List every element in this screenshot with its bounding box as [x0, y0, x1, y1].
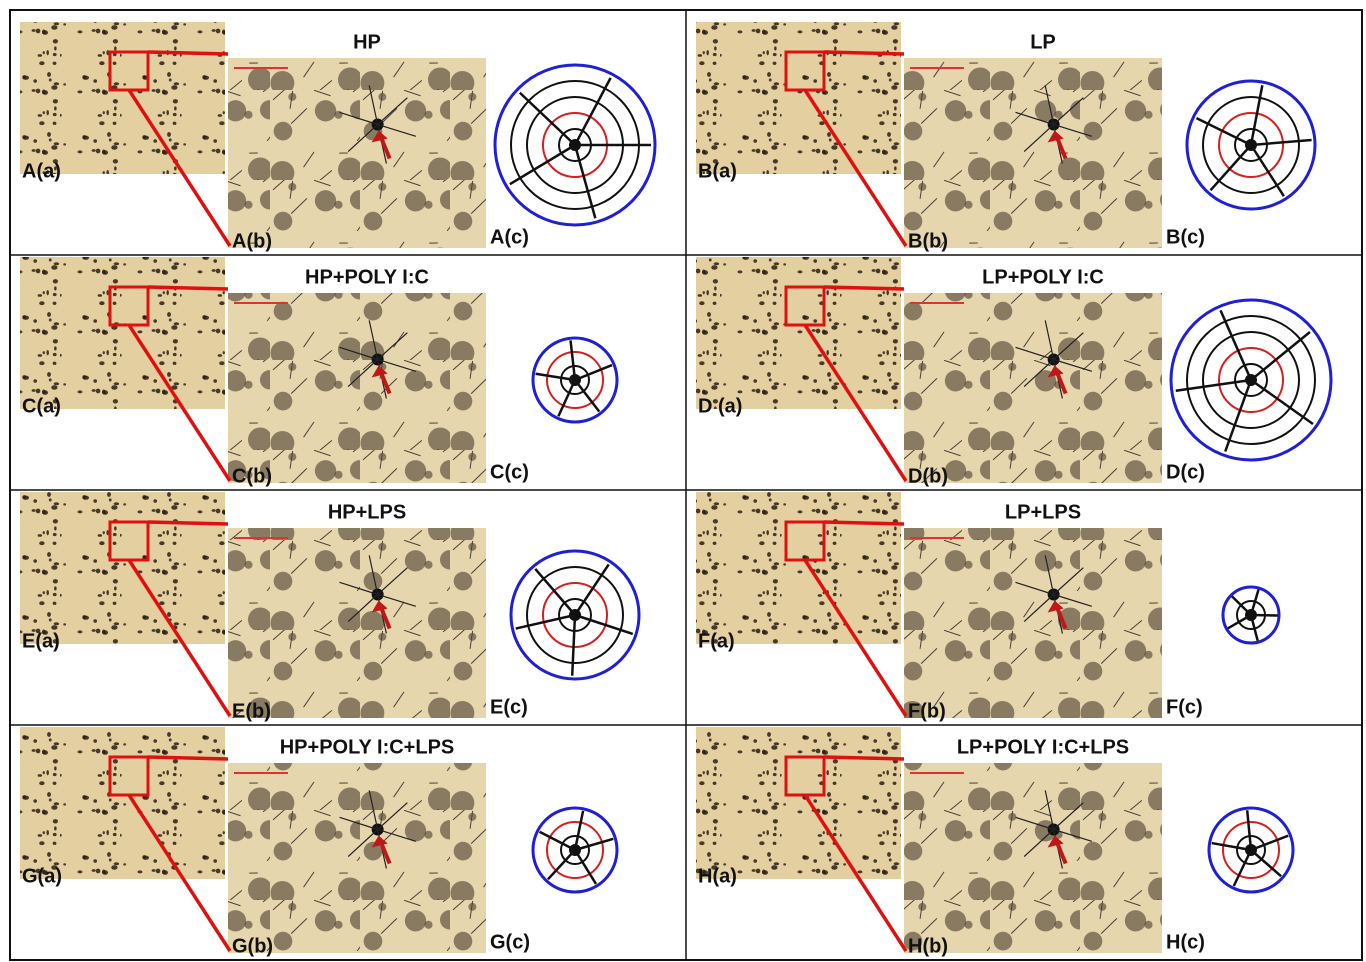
high-mag-image [228, 293, 486, 483]
panel-title: LP+POLY I:C+LPS [957, 736, 1129, 758]
zoom-line [148, 287, 228, 289]
label-b: B(b) [908, 230, 948, 252]
label-a: F(a) [698, 630, 735, 652]
label-c: B(c) [1166, 226, 1205, 248]
high-mag-image [228, 528, 486, 718]
high-mag-image [904, 763, 1162, 953]
high-mag-image [904, 293, 1162, 483]
zoom-line [824, 522, 904, 524]
low-mag-image [20, 22, 225, 174]
label-c: H(c) [1166, 931, 1205, 953]
panel-title: HP+POLY I:C+LPS [280, 736, 455, 758]
label-c: E(c) [490, 696, 528, 718]
zoom-line [148, 522, 228, 524]
zoom-line [824, 287, 904, 289]
high-mag-image [228, 763, 486, 953]
high-mag-image [228, 58, 486, 248]
figure: HP A(a) A(b) A(c) LP B(a) B(b) B(c) HP+POLY I:C C… [0, 0, 1366, 962]
low-mag-image [20, 727, 225, 879]
panel-title: LP+POLY I:C [982, 266, 1104, 288]
label-b: A(b) [232, 230, 272, 252]
label-a: G(a) [22, 865, 62, 887]
high-mag-image [904, 58, 1162, 248]
label-b: D(b) [908, 465, 948, 487]
panel-title: LP+LPS [1005, 501, 1081, 523]
panel-title: LP [1030, 31, 1056, 53]
label-b: F(b) [908, 700, 946, 722]
low-mag-image [696, 257, 901, 409]
label-a: H(a) [698, 865, 737, 887]
low-mag-image [696, 727, 901, 879]
zoom-line [824, 52, 904, 54]
zoom-line [148, 757, 228, 759]
label-b: H(b) [908, 935, 948, 957]
low-mag-image [20, 257, 225, 409]
label-a: C(a) [22, 395, 61, 417]
label-b: G(b) [232, 935, 273, 957]
label-a: E(a) [22, 630, 60, 652]
label-b: E(b) [232, 700, 271, 722]
low-mag-image [20, 492, 225, 644]
label-a: D (a) [698, 395, 742, 417]
panel-title: HP+LPS [328, 501, 406, 523]
label-c: C(c) [490, 461, 529, 483]
label-c: G(c) [490, 931, 530, 953]
label-c: D(c) [1166, 461, 1205, 483]
label-a: A(a) [22, 160, 61, 182]
label-c: F(c) [1166, 696, 1203, 718]
panel-title: HP [353, 31, 381, 53]
zoom-line [824, 757, 904, 759]
label-b: C(b) [232, 465, 272, 487]
high-mag-image [904, 528, 1162, 718]
low-mag-image [696, 22, 901, 174]
label-a: B(a) [698, 160, 737, 182]
label-c: A(c) [490, 226, 529, 248]
low-mag-image [696, 492, 901, 644]
panel-title: HP+POLY I:C [305, 266, 429, 288]
zoom-line [148, 52, 228, 54]
